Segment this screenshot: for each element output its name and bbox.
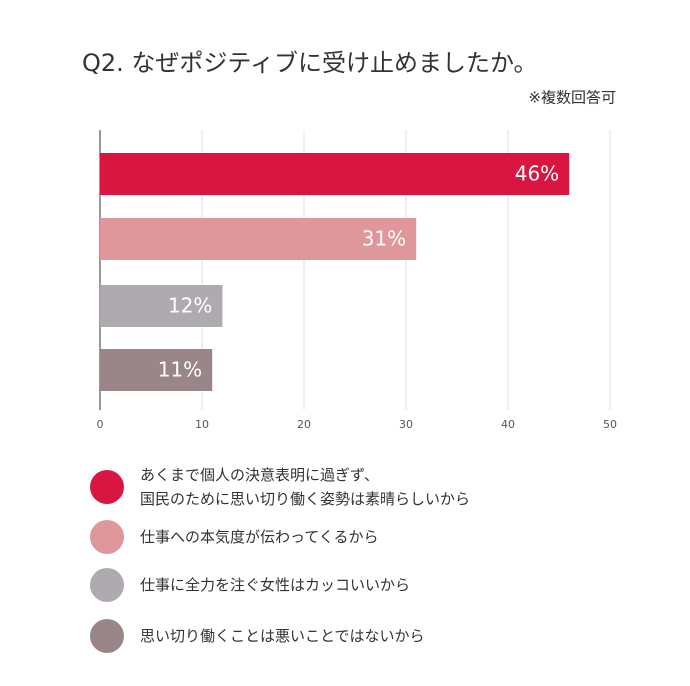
x-tick-label: 20 bbox=[297, 418, 311, 431]
x-tick-label: 30 bbox=[399, 418, 413, 431]
chart-subtitle: ※複数回答可 bbox=[528, 89, 616, 107]
legend-marker bbox=[90, 568, 124, 602]
x-tick-label: 40 bbox=[501, 418, 515, 431]
chart-title: Q2. なぜポジティブに受け止めましたか。 bbox=[82, 49, 538, 77]
value-label: 11% bbox=[158, 358, 202, 382]
x-tick-label: 50 bbox=[603, 418, 617, 431]
bar bbox=[100, 218, 417, 260]
value-label: 31% bbox=[362, 227, 406, 251]
bar bbox=[100, 285, 223, 327]
value-label: 12% bbox=[168, 294, 212, 318]
legend-label: あくまで個人の決意表明に過ぎず、 国民のために思い切り働く姿勢は素晴らしいから bbox=[140, 466, 471, 508]
legend-label: 仕事への本気度が伝わってくるから bbox=[140, 528, 379, 546]
legend-marker bbox=[90, 470, 124, 504]
bar bbox=[100, 153, 570, 195]
legend-marker bbox=[90, 619, 124, 653]
legend-label: 仕事に全力を注ぐ女性はカッコいいから bbox=[140, 576, 411, 594]
bar bbox=[100, 349, 213, 391]
legend-marker bbox=[90, 520, 124, 554]
x-tick-label: 10 bbox=[195, 418, 209, 431]
value-label: 46% bbox=[515, 162, 559, 186]
legend-label: 思い切り働くことは悪いことではないから bbox=[140, 627, 425, 645]
x-tick-label: 0 bbox=[97, 418, 104, 431]
